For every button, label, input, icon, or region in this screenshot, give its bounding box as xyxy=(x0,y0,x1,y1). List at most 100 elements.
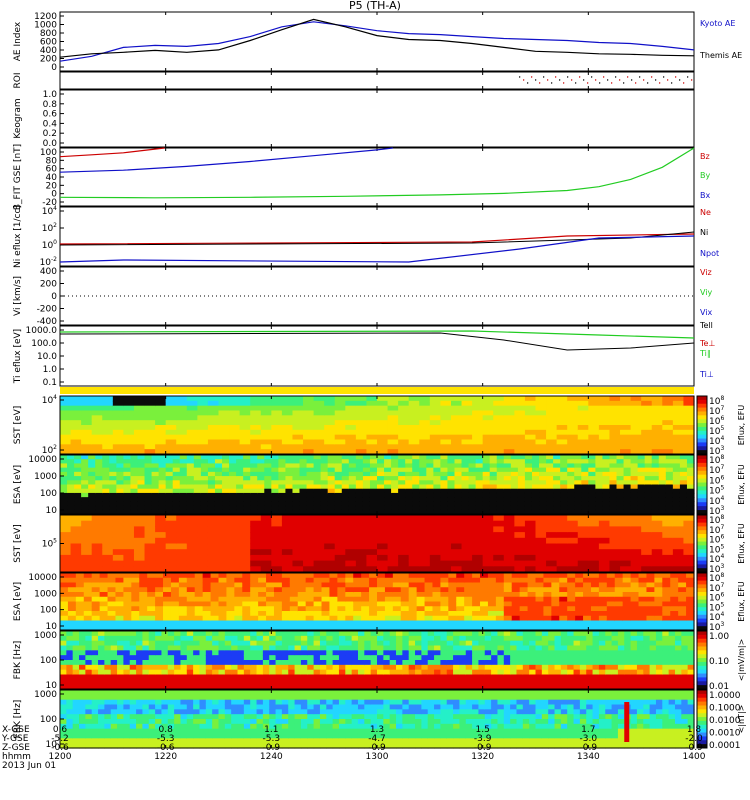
esa-ion-eflux-cell xyxy=(178,582,188,588)
fbk-edc12-cell xyxy=(180,631,188,637)
esa-eflux-cell xyxy=(405,463,413,469)
esa-eflux-cell xyxy=(496,471,505,477)
sst-eflux-cell xyxy=(271,405,283,412)
fbk-edc12-cell xyxy=(256,635,264,642)
fbk-edc12-cell xyxy=(389,640,397,647)
fbk-edc12-cell xyxy=(383,679,391,685)
esa-eflux-cell xyxy=(95,505,103,511)
sst-ion-eflux-cell xyxy=(556,554,568,562)
sst-eflux-cell xyxy=(355,434,368,441)
esa-eflux-cell xyxy=(616,476,625,481)
fbk-edc12-cell xyxy=(224,645,232,651)
sst-ion-eflux-cell xyxy=(651,560,663,567)
esa-ion-eflux-cell xyxy=(131,606,140,612)
esa-ion-eflux-cell xyxy=(598,601,608,607)
fbk-edc12-cell xyxy=(351,684,359,690)
fbk-edc12-cell xyxy=(136,631,144,637)
fbk-edc12-cell xyxy=(307,679,315,685)
esa-eflux-cell xyxy=(369,467,378,473)
esa-eflux-cell xyxy=(553,467,561,473)
sst-ion-eflux-cell xyxy=(641,515,653,522)
esa-eflux-cell xyxy=(109,501,117,507)
fbk-edc12-cell xyxy=(687,669,695,676)
esa-ion-eflux-cell xyxy=(163,606,172,612)
fbk-edc12-cell xyxy=(231,669,239,676)
esa-eflux-cell xyxy=(158,467,167,473)
fbk-edc12-cell xyxy=(421,664,429,671)
esa-eflux-cell xyxy=(419,463,427,469)
esa-eflux-cell xyxy=(609,484,618,490)
fbk-edc12-cell xyxy=(649,684,657,690)
sst-ion-eflux-cell xyxy=(81,520,93,527)
sst-ion-eflux-cell xyxy=(102,520,114,527)
fbk-edc12-cell xyxy=(630,640,638,647)
fbk-edc12-cell xyxy=(142,650,150,656)
sst-ion-eflux-cell xyxy=(672,520,685,527)
esa-eflux-cell xyxy=(581,505,589,511)
esa-eflux-cell xyxy=(468,484,477,490)
sst-ion-eflux-cell xyxy=(419,526,431,533)
sst-eflux-cell xyxy=(429,396,441,402)
esa-ion-eflux-cell xyxy=(218,620,228,626)
fbk-edc12-cell xyxy=(60,664,67,671)
esa-eflux-cell xyxy=(264,492,272,498)
sst-eflux-cell xyxy=(662,400,674,407)
fbk-edc12-cell xyxy=(415,664,422,671)
fbk-edc12-cell xyxy=(535,660,543,666)
esa-ion-eflux-cell xyxy=(377,596,386,603)
sst-eflux-cell xyxy=(155,449,167,455)
esa-ion-eflux-cell xyxy=(408,625,418,631)
fbk-edc12-cell xyxy=(275,631,283,637)
sst-eflux-cell xyxy=(303,410,315,416)
esa-eflux-cell xyxy=(489,501,498,507)
fbk-edc12-cell xyxy=(319,631,327,637)
esa-eflux-cell xyxy=(123,488,132,494)
fbk-scm-cell xyxy=(79,690,86,696)
fbk-scm-cell xyxy=(155,714,163,720)
fbk-edc12-cell xyxy=(117,679,124,685)
esa-eflux-cell xyxy=(433,488,441,494)
esa-eflux-cell xyxy=(567,497,575,502)
esa-eflux-cell xyxy=(236,488,244,494)
esa-eflux-cell xyxy=(193,476,202,481)
fbk-edc12-cell xyxy=(567,660,575,666)
fbk-edc12-cell xyxy=(155,664,163,671)
fbk-edc12-cell xyxy=(573,655,581,661)
fbk-edc12-cell xyxy=(434,674,441,680)
sst-ion-eflux-cell xyxy=(250,520,262,527)
esa-eflux-cell xyxy=(172,488,181,494)
esa-eflux-cell xyxy=(165,484,174,490)
esa-eflux-cell xyxy=(630,480,639,486)
esa-eflux-cell xyxy=(320,484,329,490)
esa-ion-eflux-cell xyxy=(83,573,93,579)
esa-eflux-cell xyxy=(433,492,441,498)
sst-eflux-cell xyxy=(218,405,230,412)
sst-ion-eflux-cell xyxy=(588,520,600,527)
esa-eflux-cell xyxy=(567,471,575,477)
esa-ion-eflux-cell xyxy=(91,606,101,612)
sst-eflux-cell xyxy=(218,444,230,450)
esa-ion-eflux-cell xyxy=(686,577,695,584)
fbk-edc12-cell xyxy=(136,669,144,676)
sst-ion-eflux-cell xyxy=(239,566,251,573)
sst-eflux-cell xyxy=(186,420,198,426)
esa-ion-eflux-cell xyxy=(186,611,196,617)
esa-ion-eflux-cell xyxy=(131,625,140,631)
sst-ion-eflux-cell xyxy=(334,532,346,539)
sst-eflux-cell xyxy=(577,434,589,441)
sst-eflux-cell xyxy=(334,429,346,436)
sst-ion-eflux-cell xyxy=(546,532,558,539)
esa-eflux-cell xyxy=(574,509,582,515)
sst-ion-eflux-cell xyxy=(598,543,611,550)
esa-ion-eflux-cell xyxy=(654,611,663,617)
fbk-edc12-cell xyxy=(573,660,581,666)
esa-eflux-cell xyxy=(334,480,343,486)
fbk-edc12-cell xyxy=(655,669,663,676)
sst-ion-eflux-cell xyxy=(366,537,378,545)
sst-eflux-cell xyxy=(630,449,642,455)
sst-eflux-cell xyxy=(123,429,135,436)
sst-eflux-cell xyxy=(630,434,642,441)
esa-ion-eflux-cell xyxy=(377,615,386,622)
fbk-edc12-cell xyxy=(674,669,682,676)
esa-eflux-cell xyxy=(482,467,491,473)
